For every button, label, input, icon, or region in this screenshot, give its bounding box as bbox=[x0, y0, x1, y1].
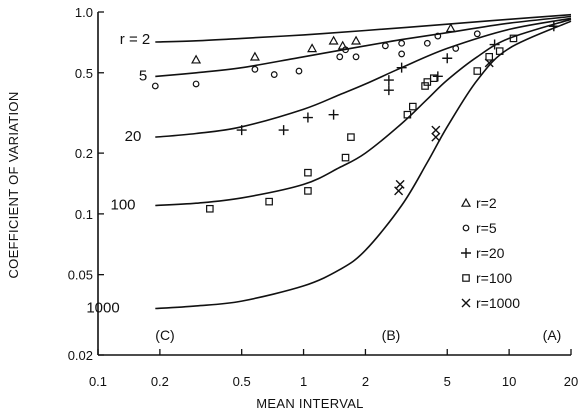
point-r-20 bbox=[442, 53, 453, 64]
y-tick-label: 0.05 bbox=[68, 268, 93, 283]
curve-labels: r = 2 5 20 100 1000 bbox=[86, 31, 150, 316]
point-r-5 bbox=[473, 30, 481, 38]
point-r-100 bbox=[509, 34, 518, 43]
point-r-100 bbox=[423, 78, 432, 86]
legend-marker-plus bbox=[461, 248, 471, 258]
point-r-100 bbox=[421, 82, 429, 90]
x-tick-label: 0.2 bbox=[151, 374, 169, 389]
y-tick-label: 0.1 bbox=[75, 207, 93, 222]
point-r-20 bbox=[396, 62, 407, 73]
y-tick-label: 0.02 bbox=[68, 348, 93, 363]
point-r-5 bbox=[192, 80, 200, 88]
point-r-100 bbox=[304, 168, 312, 177]
point-r-20 bbox=[548, 21, 559, 32]
curve-5 bbox=[155, 15, 572, 78]
region-label: (C) bbox=[155, 327, 174, 343]
x-tick-label: 0.1 bbox=[89, 374, 107, 389]
point-r-5 bbox=[151, 82, 159, 90]
ticks: 0.1 0.2 0.5 1 2 5 10 20 0.02 0.05 0.1 0.2 0.5 1.0 bbox=[68, 5, 579, 389]
point-r-1000 bbox=[431, 125, 441, 135]
region-label: (B) bbox=[382, 327, 401, 343]
point-r-2 bbox=[328, 35, 339, 45]
point-r-5 bbox=[398, 50, 406, 58]
curve-1000 bbox=[155, 20, 572, 310]
y-tick-label: 1.0 bbox=[75, 5, 93, 20]
legend-label: r=20 bbox=[476, 245, 505, 261]
curve-label: 20 bbox=[125, 128, 142, 145]
point-r-20 bbox=[489, 39, 500, 50]
point-r-100 bbox=[304, 187, 312, 195]
point-r-100 bbox=[473, 67, 482, 75]
point-r-2 bbox=[445, 23, 456, 33]
point-r-5 bbox=[251, 65, 259, 73]
legend-label: r=2 bbox=[476, 195, 497, 211]
point-r-1000 bbox=[394, 186, 404, 196]
point-r-1000 bbox=[484, 58, 494, 68]
x-tick-label: 5 bbox=[444, 374, 451, 389]
curve-label: 100 bbox=[110, 197, 135, 214]
x-tick-label: 20 bbox=[564, 374, 578, 389]
point-r-5 bbox=[342, 46, 349, 54]
point-r-100 bbox=[409, 102, 417, 111]
point-r-5 bbox=[352, 53, 360, 61]
legend-label: r=5 bbox=[476, 220, 497, 236]
x-tick-label: 2 bbox=[362, 374, 369, 389]
point-r-2 bbox=[191, 54, 202, 64]
curve-r2 bbox=[155, 13, 572, 43]
region-label: (A) bbox=[543, 327, 562, 343]
legend-marker-x bbox=[461, 298, 471, 308]
legend: r=2 r=5 r=20 r=100 r=1000 bbox=[460, 195, 520, 311]
point-r-5 bbox=[398, 39, 406, 47]
point-r-2 bbox=[351, 35, 362, 45]
legend-label: r=100 bbox=[476, 270, 512, 286]
point-r-1000 bbox=[395, 179, 405, 189]
y-tick-label: 0.2 bbox=[75, 146, 93, 161]
point-r-5 bbox=[336, 53, 344, 61]
legend-marker-circle bbox=[462, 224, 470, 232]
legend-marker-square bbox=[462, 274, 470, 282]
fitted-curves bbox=[155, 13, 572, 310]
region-labels: (C) (B) (A) bbox=[155, 327, 561, 343]
point-r-5 bbox=[434, 32, 442, 40]
point-r-20 bbox=[236, 125, 247, 136]
axes bbox=[97, 12, 571, 356]
y-axis-label: COEFFICIENT OF VARIATION bbox=[6, 91, 21, 278]
point-r-20 bbox=[383, 75, 394, 86]
point-r-100 bbox=[347, 133, 355, 141]
point-r-5 bbox=[295, 67, 303, 75]
curve-label: 1000 bbox=[86, 299, 119, 316]
point-r-20 bbox=[432, 71, 443, 82]
curve-label: r = 2 bbox=[120, 31, 150, 48]
point-r-20 bbox=[302, 112, 313, 123]
point-r-100 bbox=[206, 204, 214, 213]
point-r-5 bbox=[423, 39, 431, 47]
point-r-100 bbox=[403, 110, 412, 119]
y-tick-label: 0.5 bbox=[75, 66, 93, 81]
point-r-100 bbox=[495, 47, 504, 55]
point-r-2 bbox=[307, 43, 318, 53]
point-r-20 bbox=[328, 109, 339, 120]
point-r-100 bbox=[265, 197, 273, 206]
point-r-5 bbox=[270, 71, 278, 78]
point-r-5 bbox=[452, 45, 460, 52]
curve-label: 5 bbox=[139, 67, 147, 84]
point-r-100 bbox=[485, 52, 493, 61]
curve-20 bbox=[155, 17, 572, 138]
x-axis-label: MEAN INTERVAL bbox=[256, 396, 363, 411]
legend-marker-triangle bbox=[460, 197, 472, 207]
curve-100 bbox=[155, 18, 572, 207]
point-r-2 bbox=[249, 51, 260, 61]
legend-label: r=1000 bbox=[476, 295, 520, 311]
point-r-100 bbox=[429, 74, 438, 82]
data-points bbox=[151, 21, 559, 213]
point-r-1000 bbox=[431, 132, 441, 142]
x-tick-label: 0.5 bbox=[233, 374, 251, 389]
x-tick-label: 1 bbox=[300, 374, 307, 389]
point-r-100 bbox=[341, 153, 350, 162]
x-tick-label: 10 bbox=[502, 374, 516, 389]
point-r-20 bbox=[278, 125, 289, 136]
point-r-5 bbox=[381, 42, 389, 50]
point-r-20 bbox=[383, 85, 394, 96]
